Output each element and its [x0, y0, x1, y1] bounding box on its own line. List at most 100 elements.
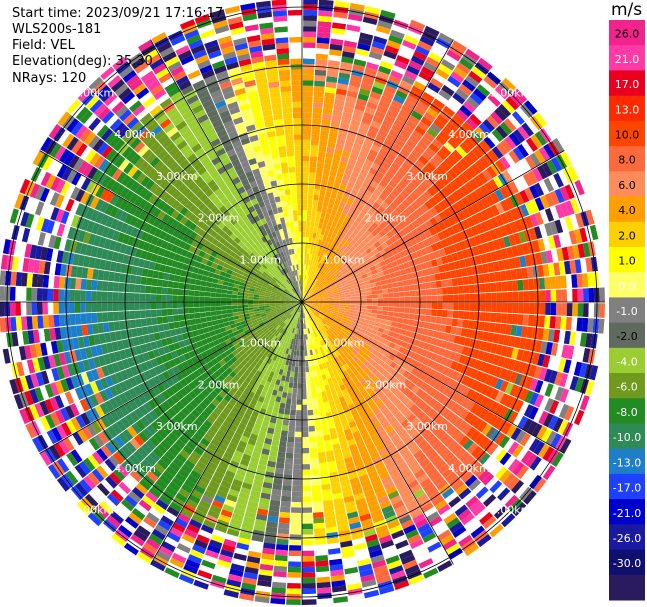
velocity-gate — [285, 280, 290, 286]
velocity-gate — [178, 488, 191, 499]
velocity-gate — [295, 361, 299, 367]
velocity-gate — [72, 253, 80, 266]
velocity-gate — [316, 228, 322, 235]
velocity-gate — [79, 443, 92, 457]
velocity-gate — [420, 116, 433, 127]
velocity-gate — [267, 332, 273, 339]
velocity-gate — [169, 329, 177, 337]
velocity-gate — [277, 288, 284, 293]
velocity-gate — [280, 162, 288, 169]
velocity-gate — [283, 310, 289, 315]
velocity-gate — [226, 294, 232, 298]
velocity-gate — [372, 273, 380, 279]
velocity-gate — [225, 125, 237, 134]
velocity-gate — [123, 390, 133, 402]
velocity-gate — [289, 321, 294, 327]
velocity-gate — [172, 229, 181, 238]
velocity-gate — [226, 236, 234, 244]
velocity-gate — [491, 129, 504, 142]
velocity-gate — [272, 255, 278, 261]
velocity-gate — [177, 512, 191, 524]
velocity-gate — [215, 253, 223, 260]
velocity-gate — [322, 295, 329, 298]
velocity-gate — [228, 282, 235, 288]
velocity-gate — [150, 358, 159, 368]
velocity-gate — [432, 193, 443, 204]
velocity-gate — [311, 237, 316, 244]
velocity-gate — [383, 297, 389, 302]
velocity-gate — [280, 363, 285, 370]
velocity-gate — [367, 225, 375, 234]
velocity-gate — [574, 179, 585, 196]
velocity-gate — [271, 587, 286, 594]
velocity-gate — [197, 114, 209, 124]
velocity-gate — [193, 369, 201, 378]
velocity-gate — [306, 295, 312, 300]
velocity-gate — [349, 175, 357, 184]
velocity-gate — [278, 64, 290, 71]
velocity-gate — [220, 479, 232, 489]
velocity-gate — [278, 522, 290, 529]
velocity-gate — [287, 387, 293, 394]
velocity-gate — [503, 236, 512, 248]
velocity-gate — [260, 492, 271, 500]
velocity-gate — [135, 419, 146, 431]
velocity-gate — [37, 357, 46, 371]
velocity-gate — [284, 267, 289, 273]
velocity-gate — [74, 241, 83, 254]
velocity-gate — [161, 390, 171, 400]
velocity-gate — [234, 401, 243, 410]
velocity-gate — [242, 295, 249, 299]
velocity-gate — [436, 287, 443, 295]
velocity-gate — [445, 271, 452, 280]
velocity-gate — [129, 470, 142, 483]
velocity-gate — [564, 184, 575, 200]
velocity-gate — [372, 259, 380, 266]
velocity-gate — [529, 152, 541, 167]
velocity-gate — [42, 302, 48, 315]
velocity-gate — [464, 181, 475, 193]
velocity-gate — [331, 159, 340, 167]
velocity-gate — [303, 42, 316, 48]
velocity-gate — [39, 187, 50, 202]
velocity-gate — [401, 199, 411, 208]
velocity-gate — [275, 297, 281, 300]
velocity-gate — [40, 137, 53, 153]
velocity-gate — [201, 275, 208, 282]
velocity-gate — [265, 204, 272, 211]
velocity-gate — [315, 64, 327, 71]
velocity-gate — [237, 295, 243, 299]
velocity-gate — [319, 251, 324, 258]
velocity-gate — [272, 434, 281, 441]
velocity-gate — [297, 317, 300, 324]
velocity-gate — [121, 461, 133, 474]
velocity-gate — [83, 475, 97, 490]
velocity-gate — [304, 292, 307, 298]
velocity-gate — [0, 302, 5, 317]
velocity-gate — [585, 257, 593, 272]
velocity-gate — [190, 44, 205, 55]
velocity-gate — [302, 269, 304, 275]
velocity-gate — [287, 314, 292, 319]
velocity-gate — [417, 40, 433, 52]
velocity-gate — [86, 268, 94, 280]
velocity-gate — [93, 258, 101, 269]
velocity-gate — [375, 134, 386, 143]
velocity-gate — [318, 222, 323, 229]
velocity-gate — [200, 351, 209, 359]
velocity-gate — [413, 243, 421, 252]
velocity-gate — [231, 327, 238, 333]
velocity-gate — [384, 114, 396, 124]
velocity-gate — [340, 268, 346, 274]
velocity-gate — [206, 428, 216, 438]
velocity-gate — [508, 150, 520, 164]
velocity-gate — [129, 454, 141, 466]
velocity-gate — [281, 316, 287, 321]
velocity-gate — [226, 528, 240, 537]
velocity-gate — [235, 206, 244, 215]
velocity-gate — [166, 287, 173, 295]
velocity-gate — [260, 361, 267, 368]
velocity-gate — [304, 248, 308, 254]
velocity-gate — [176, 363, 185, 372]
velocity-gate — [519, 255, 527, 268]
